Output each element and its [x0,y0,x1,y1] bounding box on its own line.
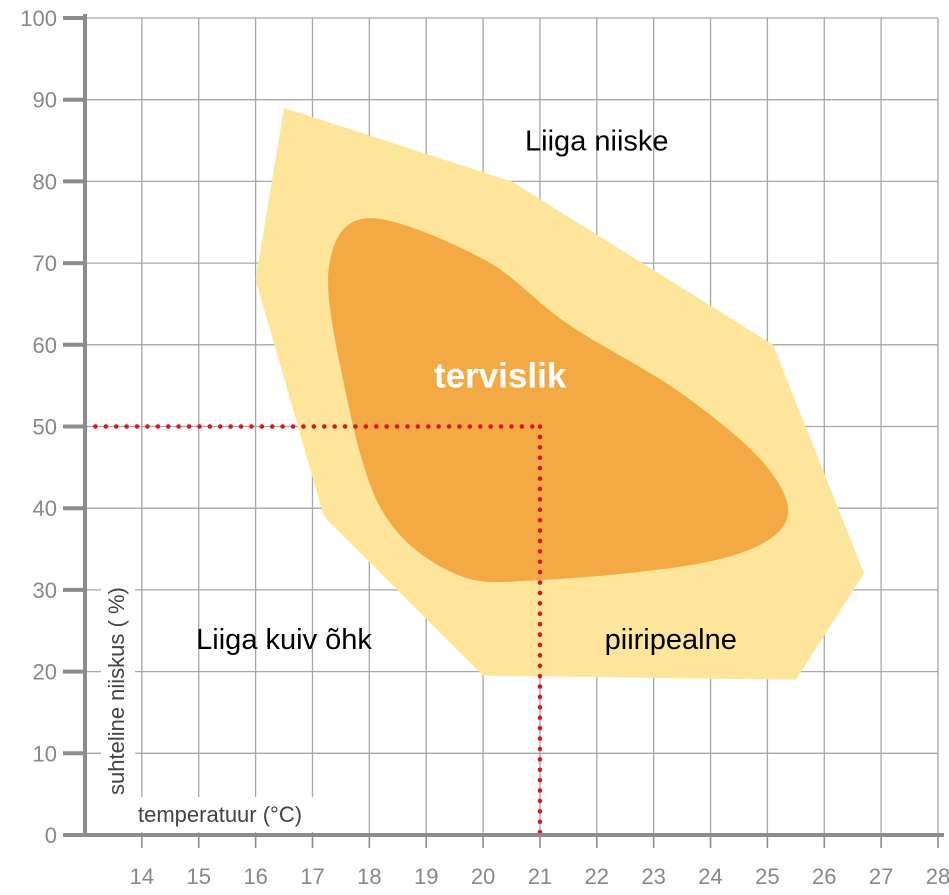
x-tick-label-14: 14 [130,864,154,889]
x-tick-label-18: 18 [357,864,381,889]
y-tick-label-90: 90 [33,88,57,113]
y-tick-label-100: 100 [20,6,57,31]
zone-tervislik [328,218,789,583]
xlabel-background [134,797,364,832]
x-tick-label-17: 17 [300,864,324,889]
x-tick-label-27: 27 [869,864,893,889]
y-tick-label-40: 40 [33,496,57,521]
zones [255,107,865,680]
y-tick-label-0: 0 [45,823,57,848]
y-tick-label-50: 50 [33,415,57,440]
y-tick-label-60: 60 [33,333,57,358]
y-tick-label-70: 70 [33,251,57,276]
x-tick-label-24: 24 [698,864,722,889]
x-tick-label-22: 22 [585,864,609,889]
x-tick-label-21: 21 [528,864,552,889]
x-tick-label-23: 23 [641,864,665,889]
axes [63,14,944,848]
label-piiripealne: piiripealne [605,624,737,656]
y-axis-title: suhteline niiskus ( %) [104,587,129,795]
y-tick-label-10: 10 [33,741,57,766]
region-labels: Liiga niiske tervislik Liiga kuiv õhk piiri… [196,126,737,656]
x-axis-title: temperatuur (°C) [138,802,302,827]
x-tick-label-20: 20 [471,864,495,889]
ylabel-background [101,517,135,802]
x-tick-label-25: 25 [755,864,779,889]
y-tick-label-30: 30 [33,578,57,603]
y-tick-label-20: 20 [33,660,57,685]
label-tervislik: tervislik [434,356,567,395]
y-tick-label-80: 80 [33,169,57,194]
reference-lines [82,424,543,838]
label-liiga-niiske: Liiga niiske [525,126,668,158]
x-tick-label-28: 28 [926,864,949,889]
tick-labels: 0 10 20 30 40 50 60 70 80 90 100 14 15 16 17 18 19 20 21 22… [20,6,949,889]
x-tick-label-26: 26 [812,864,836,889]
label-liiga-kuiv-hk: Liiga kuiv õhk [196,624,372,656]
x-tick-label-15: 15 [186,864,210,889]
x-tick-label-16: 16 [243,864,267,889]
x-tick-label-19: 19 [414,864,438,889]
